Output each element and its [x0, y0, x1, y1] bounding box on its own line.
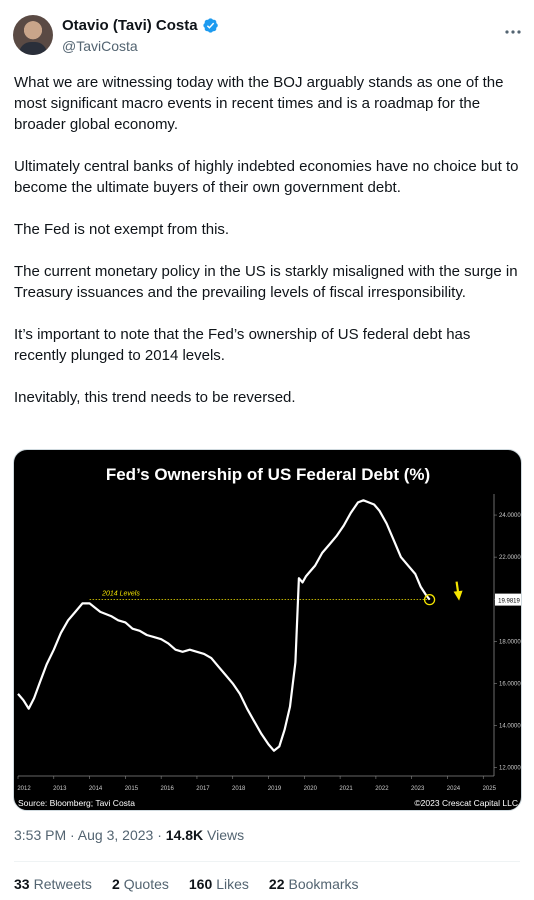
meta-separator: · — [157, 827, 162, 843]
tweet-header: Otavio (Tavi) Costa @TaviCosta — [13, 14, 525, 60]
x-tick-label: 2022 — [375, 786, 389, 792]
stat-label: Likes — [216, 876, 249, 892]
stat-quotes[interactable]: 2 Quotes — [112, 876, 169, 892]
y-tick-label: 18.0000 — [499, 639, 521, 645]
annotation-2014-levels: 2014 Levels — [101, 591, 140, 598]
y-tick-label: 12.0000 — [499, 766, 521, 772]
chart-source: Source: Bloomberg; Tavi Costa — [18, 798, 135, 808]
stat-likes[interactable]: 160 Likes — [189, 876, 249, 892]
x-tick-label: 2019 — [268, 786, 282, 792]
stat-label: Quotes — [123, 876, 169, 892]
stat-retweets[interactable]: 33 Retweets — [14, 876, 92, 892]
engagement-stats: 33 Retweets 2 Quotes 160 Likes 22 Bookmarks — [14, 876, 359, 892]
x-tick-label: 2018 — [232, 786, 246, 792]
last-value-box — [495, 593, 521, 606]
x-tick-label: 2024 — [447, 786, 461, 792]
x-tick-label: 2021 — [339, 786, 353, 792]
series-line — [17, 499, 431, 752]
x-tick-label: 2023 — [411, 786, 425, 792]
tweet-paragraph: Inevitably, this trend needs to be rever… — [14, 389, 296, 406]
chart-copyright: ©2023 Crescat Capital LLC — [414, 798, 518, 808]
y-tick-label: 16.0000 — [499, 681, 521, 687]
tweet-paragraph: Ultimately central banks of highly indeb… — [14, 158, 519, 196]
x-tick-label: 2020 — [304, 786, 318, 792]
verified-badge-icon — [202, 18, 218, 33]
author-handle[interactable]: @TaviCosta — [62, 38, 138, 54]
stat-count: 160 — [188, 876, 213, 892]
tweet-paragraph: What we are witnessing today with the BO… — [14, 74, 504, 133]
chart-svg: Fed’s Ownership of US Federal Debt (%) 2… — [17, 465, 521, 808]
x-tick-label: 2015 — [125, 786, 139, 792]
stat-label: Retweets — [33, 876, 92, 892]
divider — [14, 861, 520, 862]
stat-count: 33 — [14, 876, 30, 892]
stat-count: 2 — [111, 876, 120, 892]
views-label: Views — [207, 827, 245, 843]
timestamp[interactable]: 3:53 PM · Aug 3, 2023 — [14, 827, 154, 843]
tweet-paragraph: The Fed is not exempt from this. — [14, 221, 230, 238]
chart-title: Fed’s Ownership of US Federal Debt (%) — [106, 465, 430, 484]
tweet-meta: 3:53 PM · Aug 3, 2023 · 14.8K Views — [14, 827, 244, 843]
x-tick-label: 2013 — [53, 786, 67, 792]
tweet-paragraph: The current monetary policy in the US is… — [14, 263, 518, 301]
tweet-paragraph: It’s important to note that the Fed’s ow… — [14, 326, 471, 364]
y-tick-label: 24.0000 — [499, 513, 521, 519]
author-display-name[interactable]: Otavio (Tavi) Costa — [62, 17, 198, 34]
y-tick-label: 22.0000 — [499, 555, 521, 561]
avatar[interactable] — [13, 15, 53, 55]
x-tick-label: 2017 — [196, 786, 210, 792]
stat-count: 22 — [268, 876, 285, 892]
x-tick-label: 2025 — [483, 786, 497, 792]
x-tick-label: 2014 — [89, 786, 103, 792]
y-tick-label: 14.0000 — [499, 723, 521, 729]
down-arrow-head-icon — [453, 590, 463, 601]
stat-label: Bookmarks — [288, 876, 359, 892]
stat-bookmarks[interactable]: 22 Bookmarks — [269, 876, 359, 892]
more-dots-icon[interactable] — [501, 20, 525, 44]
x-tick-label: 2016 — [160, 786, 174, 792]
views-count: 14.8K — [165, 827, 204, 843]
chart-image[interactable]: Fed’s Ownership of US Federal Debt (%) 2… — [13, 449, 522, 811]
last-value-label: 19.9819 — [498, 599, 520, 605]
end-point-marker — [423, 593, 436, 606]
x-tick-label: 2012 — [17, 786, 31, 792]
author-name-row[interactable]: Otavio (Tavi) Costa — [62, 17, 219, 34]
tweet-text: What we are witnessing today with the BO… — [14, 72, 520, 429]
